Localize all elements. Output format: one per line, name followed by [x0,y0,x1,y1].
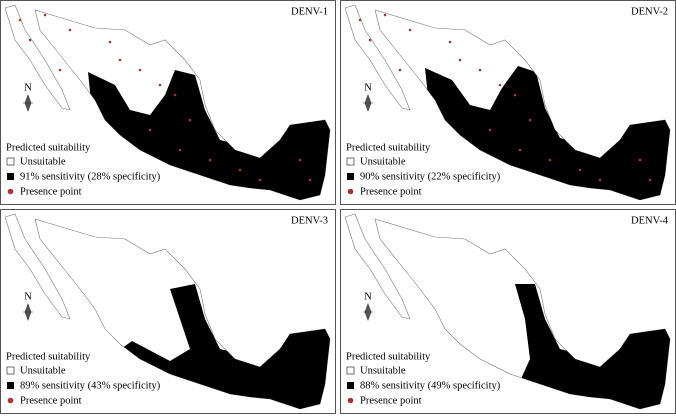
presence-point [108,40,112,44]
map-panel: DENV-4 N Predicted suitability Unsuitable 88… [340,209,676,414]
legend-swatch-presence [7,397,14,404]
presence-point [118,58,122,62]
presence-point [383,13,387,17]
presence-point [238,168,242,172]
presence-point [488,128,492,132]
legend-swatch-presence [347,188,354,195]
presence-point [298,158,302,162]
presence-point [58,68,62,72]
legend-item: Presence point [20,395,82,406]
presence-point [208,158,212,162]
legend-swatch-suitable [347,382,354,389]
presence-point [148,128,152,132]
presence-point [368,38,372,42]
presence-point [158,83,162,87]
compass-symbol [363,94,373,112]
presence-point [138,68,142,72]
legend-swatch-unsuitable [346,366,355,375]
presence-point [408,28,412,32]
panel-title: DENV-3 [291,215,328,226]
north-label: N [24,82,32,93]
legend-item: Presence point [360,395,422,406]
presence-point [43,13,47,17]
legend-swatch-suitable [7,382,14,389]
presence-point [308,178,312,182]
presence-point [173,93,177,97]
legend-swatch-unsuitable [6,157,15,166]
legend-item: Unsuitable [20,156,66,167]
north-label: N [24,291,32,302]
presence-point [518,148,522,152]
compass-symbol [363,303,373,321]
legend-swatch-presence [7,188,14,195]
legend-swatch-unsuitable [346,157,355,166]
presence-point [178,148,182,152]
map-panel: DENV-2 N Predicted suitability Unsuitable 90… [340,0,676,205]
presence-point [68,28,72,32]
legend-item: Presence point [20,186,82,197]
compass-symbol [23,303,33,321]
map-panel: DENV-3 N Predicted suitability Unsuitable 89… [0,209,336,414]
legend-title: Predicted suitability [6,142,91,153]
legend-item: 90% sensitivity (22% specificity) [360,171,501,182]
legend-swatch-presence [347,397,354,404]
baja-outline [344,213,411,320]
legend-swatch-suitable [347,173,354,180]
baja-outline [4,213,71,320]
map-panel: DENV-1 N Predicted suitability Unsuitable 91… [0,0,336,205]
panel-title: DENV-4 [631,215,669,226]
panel-title: DENV-1 [291,6,328,17]
legend-swatch-unsuitable [6,366,15,375]
baja-outline [344,4,411,111]
presence-point [648,178,652,182]
presence-point [398,68,402,72]
north-label: N [364,291,372,302]
presence-point [18,18,22,22]
presence-point [548,158,552,162]
compass-symbol [23,94,33,112]
presence-point [528,118,532,122]
presence-point [28,38,32,42]
presence-point [358,18,362,22]
legend-item: 89% sensitivity (43% specificity) [20,380,161,391]
legend-title: Predicted suitability [346,142,431,153]
legend-item: Presence point [360,186,422,197]
legend-swatch-suitable [7,173,14,180]
suitable-area [515,284,670,409]
presence-point [513,93,517,97]
presence-point [598,178,602,182]
legend-title: Predicted suitability [6,351,91,362]
presence-point [188,118,192,122]
legend-title: Predicted suitability [346,351,431,362]
panel-title: DENV-2 [631,6,668,17]
legend-item: Unsuitable [360,156,406,167]
legend-item: 91% sensitivity (28% specificity) [20,171,161,182]
legend-item: Unsuitable [360,365,406,376]
legend-item: Unsuitable [20,365,66,376]
north-label: N [364,82,372,93]
baja-outline [4,4,71,111]
presence-point [258,178,262,182]
presence-point [578,168,582,172]
presence-point [448,40,452,44]
legend-item: 88% sensitivity (49% specificity) [360,380,501,391]
presence-point [478,68,482,72]
presence-point [498,83,502,87]
presence-point [458,58,462,62]
presence-point [638,158,642,162]
